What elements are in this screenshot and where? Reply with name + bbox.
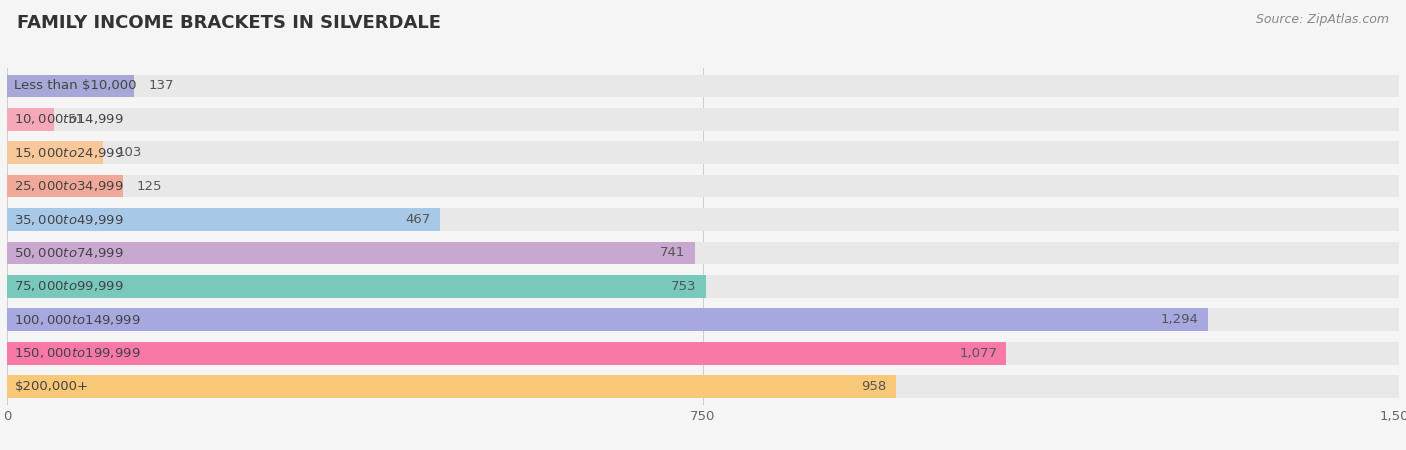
Text: $15,000 to $24,999: $15,000 to $24,999 <box>14 146 124 160</box>
Text: Source: ZipAtlas.com: Source: ZipAtlas.com <box>1256 14 1389 27</box>
Text: $200,000+: $200,000+ <box>14 380 89 393</box>
Text: 137: 137 <box>148 79 173 92</box>
Text: $150,000 to $199,999: $150,000 to $199,999 <box>14 346 141 360</box>
Text: 753: 753 <box>671 280 696 293</box>
Text: $75,000 to $99,999: $75,000 to $99,999 <box>14 279 124 293</box>
Bar <box>7 242 695 264</box>
Bar <box>7 275 706 298</box>
Bar <box>7 275 1399 298</box>
Bar <box>7 375 896 398</box>
Text: 1,077: 1,077 <box>959 346 997 360</box>
Bar <box>7 141 103 164</box>
Text: 103: 103 <box>117 146 142 159</box>
Bar <box>7 141 1399 164</box>
Bar <box>7 342 1399 364</box>
Bar <box>7 175 124 198</box>
Bar <box>7 108 55 130</box>
Text: 51: 51 <box>69 113 86 126</box>
Bar <box>7 342 1007 364</box>
Bar <box>7 175 1399 198</box>
Bar <box>7 242 1399 264</box>
Bar <box>7 75 134 97</box>
Text: $25,000 to $34,999: $25,000 to $34,999 <box>14 179 124 193</box>
Text: Less than $10,000: Less than $10,000 <box>14 79 136 92</box>
Bar <box>7 308 1399 331</box>
Text: FAMILY INCOME BRACKETS IN SILVERDALE: FAMILY INCOME BRACKETS IN SILVERDALE <box>17 14 441 32</box>
Bar <box>7 208 440 231</box>
Text: $50,000 to $74,999: $50,000 to $74,999 <box>14 246 124 260</box>
Text: 741: 741 <box>659 247 685 260</box>
Bar <box>7 308 1208 331</box>
Text: 467: 467 <box>406 213 432 226</box>
Bar <box>7 108 1399 130</box>
Text: $35,000 to $49,999: $35,000 to $49,999 <box>14 212 124 226</box>
Bar <box>7 75 1399 97</box>
Bar <box>7 208 1399 231</box>
Text: 958: 958 <box>862 380 887 393</box>
Text: 125: 125 <box>136 180 163 193</box>
Text: $10,000 to $14,999: $10,000 to $14,999 <box>14 112 124 126</box>
Text: 1,294: 1,294 <box>1161 313 1198 326</box>
Text: $100,000 to $149,999: $100,000 to $149,999 <box>14 313 141 327</box>
Bar <box>7 375 1399 398</box>
